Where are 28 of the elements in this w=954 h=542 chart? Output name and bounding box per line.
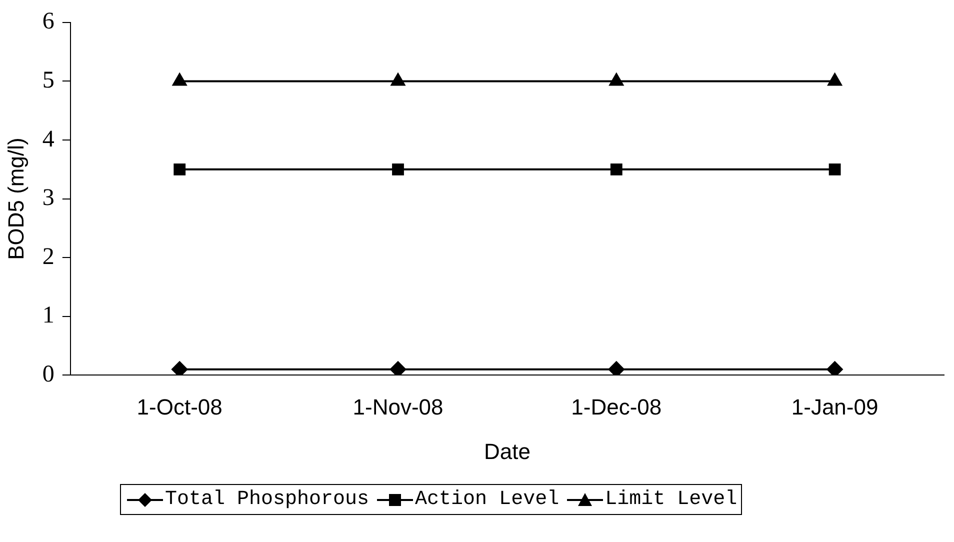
point <box>392 163 404 176</box>
point <box>610 163 622 176</box>
y-tick-label: 0 <box>42 361 54 388</box>
y-tick-label: 6 <box>42 8 54 35</box>
legend-label: Limit Level <box>605 488 738 511</box>
point <box>172 361 188 376</box>
y-tick-label: 1 <box>42 302 54 329</box>
point <box>172 73 187 86</box>
x-tick-label: 1-Nov-08 <box>352 394 444 420</box>
point <box>390 73 406 86</box>
x-axis-title: Date <box>484 438 530 464</box>
y-tick-label: 3 <box>42 185 54 212</box>
legend-label: Total Phosphorous <box>165 488 370 511</box>
legend-label: Action Level <box>415 488 560 511</box>
y-axis-title: BOD5 (mg/l) <box>3 138 28 260</box>
point <box>608 361 624 376</box>
point <box>174 163 186 176</box>
point <box>609 73 624 86</box>
point <box>828 163 841 176</box>
y-tick-label: 4 <box>42 126 54 152</box>
y-tick-label: 2 <box>42 244 54 270</box>
point <box>390 361 406 376</box>
point <box>826 361 843 376</box>
point <box>828 73 842 86</box>
x-tick-label: 1-Dec-08 <box>571 394 662 420</box>
x-tick-label: 1-Oct-08 <box>136 394 222 420</box>
x-tick-label: 1-Jan-09 <box>791 394 878 420</box>
y-tick-label: 5 <box>42 67 54 94</box>
